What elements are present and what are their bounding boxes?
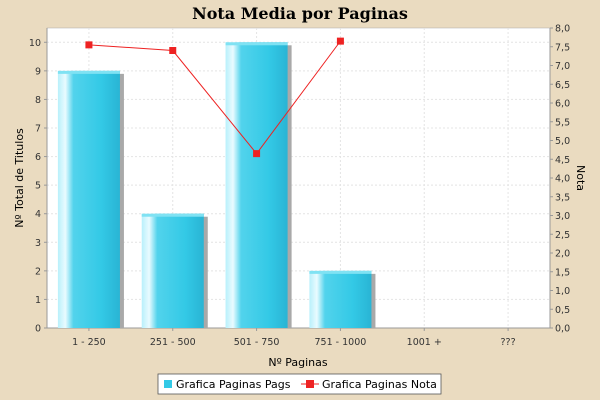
x-axis: 1 - 250 251 - 500 501 - 750 751 - 1000 1001 … <box>47 327 550 348</box>
bar <box>141 213 204 328</box>
x-tick-label: 501 - 750 <box>234 337 280 348</box>
bar-top-highlight <box>309 270 372 274</box>
y-tick-label: 7 <box>35 124 41 135</box>
y2-tick-label: 0,0 <box>555 324 570 335</box>
bar-top-highlight <box>141 213 204 217</box>
bar-top-highlight <box>225 42 288 46</box>
y2-tick-label: 7,5 <box>555 42 570 53</box>
x-axis-label: Nº Paginas <box>268 356 328 369</box>
chart-title: Nota Media por Paginas <box>192 4 408 23</box>
y2-tick-label: 5,0 <box>555 136 570 147</box>
bar <box>57 70 120 328</box>
y-tick-label: 6 <box>35 152 41 163</box>
y2-tick-label: 3,0 <box>555 211 570 222</box>
y-axis: 0 1 2 3 4 5 6 7 8 9 10 <box>29 28 48 335</box>
x-tick-label: 1001 + <box>407 337 442 348</box>
y-tick-label: 1 <box>35 295 41 306</box>
legend-swatch-bar <box>164 380 172 388</box>
y2-tick-label: 7,0 <box>555 61 570 72</box>
bar-series <box>57 42 376 329</box>
y2-axis-label: Nota <box>574 165 587 191</box>
line-point <box>336 37 344 45</box>
y2-tick-label: 8,0 <box>555 24 570 35</box>
y2-tick-label: 6,5 <box>555 80 570 91</box>
y2-tick-label: 1,0 <box>555 286 570 297</box>
y-tick-label: 2 <box>35 266 41 277</box>
line-point <box>85 41 93 49</box>
y-tick-label: 5 <box>35 181 41 192</box>
legend-box <box>157 373 442 395</box>
x-tick-label: ??? <box>501 337 516 348</box>
y2-tick-label: 3,5 <box>555 192 570 203</box>
bar-top-highlight <box>57 70 120 74</box>
y2-tick-label: 2,5 <box>555 230 570 241</box>
line-point <box>169 47 177 54</box>
line-series <box>85 37 344 158</box>
x-tick-label: 1 - 250 <box>72 337 106 348</box>
y2-tick-label: 4,5 <box>555 155 570 166</box>
y2-axis: 0,0 0,5 1,0 1,5 2,0 2,5 3,0 3,5 4,0 4,5 5,0 5,5 6,0 6… <box>549 24 570 335</box>
legend-label-bar: Grafica Paginas Pags <box>176 378 291 391</box>
y-tick-label: 9 <box>35 66 41 77</box>
y-axis-label: Nº Total de Titulos <box>13 128 26 228</box>
legend: Grafica Paginas Pags Grafica Paginas Not… <box>157 373 442 395</box>
bar <box>225 42 288 329</box>
y2-tick-label: 0,5 <box>555 305 570 316</box>
y-tick-label: 0 <box>35 324 41 335</box>
y2-tick-label: 1,5 <box>555 267 570 278</box>
y-tick-label: 8 <box>35 95 41 106</box>
line-point <box>253 150 261 158</box>
y-tick-label: 4 <box>35 209 41 220</box>
x-tick-label: 751 - 1000 <box>315 337 367 348</box>
y2-tick-label: 2,0 <box>555 249 570 260</box>
legend-label-line: Grafica Paginas Nota <box>322 378 437 391</box>
y2-tick-label: 6,0 <box>555 99 570 110</box>
line-path <box>88 40 341 155</box>
x-tick-label: 251 - 500 <box>150 337 196 348</box>
y2-tick-label: 4,0 <box>555 174 570 185</box>
legend-marker-line <box>306 380 314 388</box>
plot-area <box>46 27 551 329</box>
y-tick-label: 10 <box>29 38 41 49</box>
bar <box>309 270 372 328</box>
y-tick-label: 3 <box>35 238 41 249</box>
y2-tick-label: 5,5 <box>555 117 570 128</box>
